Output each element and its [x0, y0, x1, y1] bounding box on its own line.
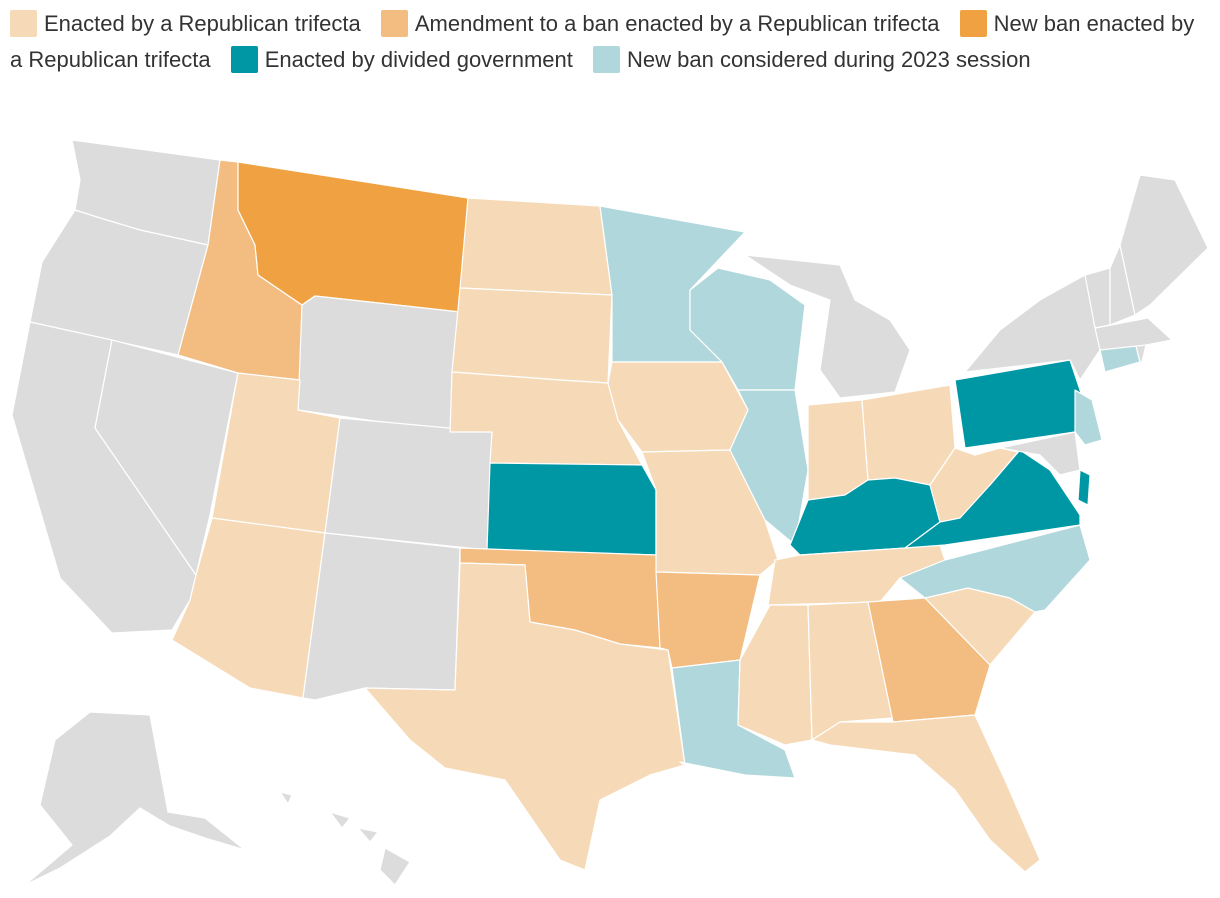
map-legend: Enacted by a Republican trifecta Amendme…: [10, 6, 1210, 78]
state-nj[interactable]: [1074, 389, 1103, 446]
state-ms[interactable]: [737, 604, 813, 746]
state-ma[interactable]: [1094, 317, 1173, 351]
state-nv[interactable]: [94, 339, 239, 576]
state-md[interactable]: [999, 431, 1081, 476]
state-al[interactable]: [807, 601, 894, 741]
state-in[interactable]: [807, 399, 869, 501]
legend-label: New ban considered during 2023 session: [627, 47, 1031, 72]
legend-swatch: [10, 10, 37, 37]
state-tx[interactable]: [364, 562, 686, 871]
state-hi[interactable]: [279, 791, 411, 886]
state-il[interactable]: [729, 389, 809, 546]
state-nm[interactable]: [302, 532, 461, 701]
legend-label: Enacted by a Republican trifecta: [44, 11, 361, 36]
state-ga[interactable]: [867, 597, 991, 723]
state-wv[interactable]: [929, 447, 1019, 523]
legend-swatch: [230, 46, 258, 73]
legend-label: Enacted by divided government: [264, 47, 573, 72]
legend-label: Amendment to a ban enacted by a Republic…: [414, 11, 940, 36]
legend-item-divided-government: Enacted by divided government: [230, 46, 573, 73]
state-co[interactable]: [324, 417, 493, 551]
legend-swatch: [593, 46, 621, 73]
state-nc[interactable]: [899, 524, 1091, 613]
legend-item-amendment-trifecta: Amendment to a ban enacted by a Republic…: [380, 10, 940, 37]
state-me[interactable]: [1119, 174, 1209, 316]
legend-swatch: [959, 10, 987, 37]
legend-item-considered-2023: New ban considered during 2023 session: [593, 46, 1031, 73]
state-ks[interactable]: [486, 462, 657, 556]
state-wy[interactable]: [297, 295, 461, 433]
legend-swatch: [380, 10, 408, 37]
legend-item-new-ban-trifecta: New ban enacted by a Republican trifecta: [10, 10, 1195, 72]
state-fl[interactable]: [811, 714, 1041, 873]
state-sd[interactable]: [451, 287, 613, 384]
state-mi[interactable]: [744, 254, 911, 399]
state-ak[interactable]: [24, 711, 246, 886]
state-ia[interactable]: [607, 361, 749, 453]
legend-item-enacted-trifecta: Enacted by a Republican trifecta: [10, 10, 361, 37]
state-de[interactable]: [1077, 469, 1091, 506]
legend-label: New ban enacted by a Republican trifecta: [10, 11, 1195, 72]
state-nd[interactable]: [459, 197, 613, 296]
state-ny[interactable]: [964, 274, 1101, 381]
